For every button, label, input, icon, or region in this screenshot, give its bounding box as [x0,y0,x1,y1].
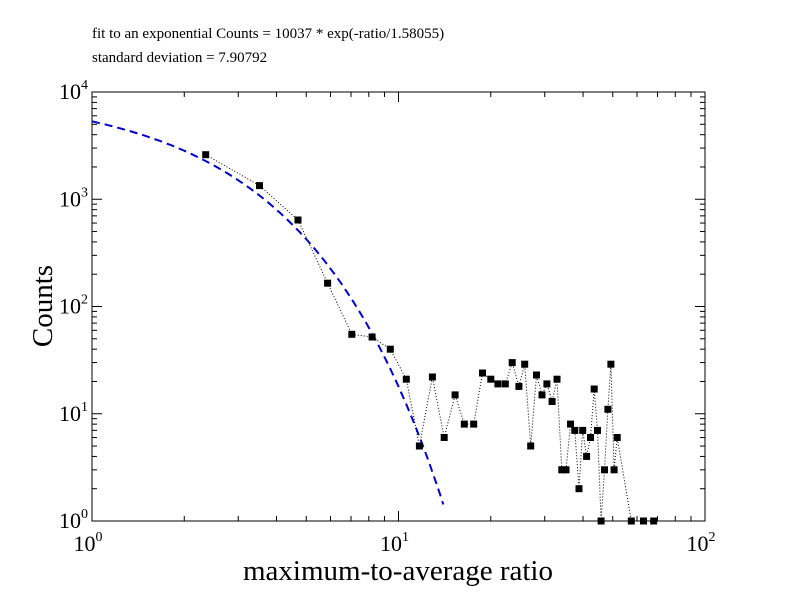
y-tick-label: 102 [59,293,88,319]
y-axis-label: Counts [27,265,59,347]
data-point [415,442,423,450]
data-point [538,391,546,399]
data-point [494,380,502,388]
x-tick-label: 100 [74,530,103,556]
data-point [640,517,647,525]
stddev-annotation: standard deviation = 7.90792 [92,50,268,66]
data-point [348,330,356,338]
x-tick-label: 101 [380,530,409,556]
data-point [202,151,210,159]
data-point [597,517,605,525]
data-point [533,371,540,379]
data-point [487,375,495,383]
data-point [543,380,551,388]
data-point [508,359,516,367]
data-point [294,216,302,224]
data-point [594,426,601,434]
data-point [650,517,658,525]
data-point [610,466,618,474]
data-series-line [205,154,654,522]
data-point [587,434,594,441]
data-point [548,398,556,405]
data-point [607,360,615,368]
data-point [501,380,509,388]
data-point [479,369,486,377]
data-point [590,385,598,393]
y-tick-label: 100 [59,507,88,533]
data-point [256,182,263,190]
y-tick-label: 103 [59,185,88,211]
data-point [567,420,574,428]
data-point [527,442,535,450]
data-point [451,391,459,399]
data-point [579,426,587,434]
data-point [521,360,529,368]
data-point [402,375,410,383]
data-point [583,452,591,460]
data-point [440,434,448,441]
x-tick-label: 102 [687,530,716,556]
data-point [558,466,566,474]
data-point [386,345,394,353]
data-point [601,466,608,474]
data-point [368,333,376,341]
fit-curve-line [91,120,445,505]
y-tick-label: 101 [59,400,88,426]
data-point [627,517,635,525]
data-point [515,382,523,390]
x-axis-label: maximum-to-average ratio [243,555,553,587]
data-point [428,373,436,381]
data-point [613,434,621,441]
data-point [324,279,332,287]
data-point [604,405,612,413]
data-point [562,466,570,474]
y-tick-label: 104 [59,78,88,104]
plot-frame [91,91,706,522]
data-point [460,420,468,428]
fit-annotation: fit to an exponential Counts = 10037 * e… [92,26,445,42]
data-point [470,420,478,428]
data-point [553,375,561,383]
data-point [571,426,579,434]
data-point [575,485,583,493]
